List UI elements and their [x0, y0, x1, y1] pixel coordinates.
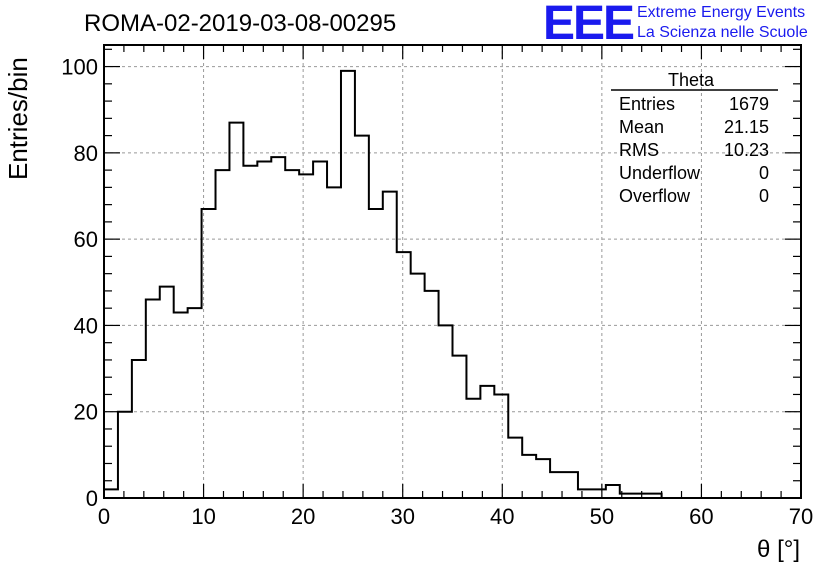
x-tick-label: 70: [789, 504, 813, 529]
y-tick-label: 40: [74, 313, 98, 338]
stats-value: 21.15: [723, 117, 769, 137]
y-axis-label: Entries/bin: [3, 57, 33, 180]
logo-text-line2: La Scienza nelle Scuole: [637, 24, 808, 41]
x-tick-label: 40: [490, 504, 514, 529]
x-axis-label: θ [°]: [757, 536, 800, 563]
y-tick-label: 20: [74, 400, 98, 425]
chart-title: ROMA-02-2019-03-08-00295: [84, 10, 397, 37]
stats-key: Overflow: [619, 186, 691, 206]
stats-value: 0: [758, 186, 769, 206]
x-tick-label: 60: [689, 504, 713, 529]
y-tick-label: 80: [74, 141, 98, 166]
stats-key: Entries: [619, 94, 676, 114]
stats-key: Mean: [619, 117, 665, 137]
stats-value: 10.23: [723, 140, 769, 160]
plot-frame: [103, 44, 802, 499]
y-tick-label: 60: [74, 227, 98, 252]
logo-text-line1: Extreme Energy Events: [637, 4, 806, 21]
x-tick-label: 10: [191, 504, 215, 529]
x-tick-label: 20: [291, 504, 315, 529]
stats-key: Underflow: [619, 163, 701, 183]
x-tick-label: 0: [98, 504, 110, 529]
eee-logo: EEE: [543, 0, 635, 50]
stats-value: 0: [758, 163, 769, 183]
histogram-series: [103, 69, 663, 498]
y-tick-label: 0: [86, 486, 98, 511]
stats-key: RMS: [619, 140, 659, 160]
stats-box-title: Theta: [668, 70, 715, 90]
x-tick-label: 50: [590, 504, 614, 529]
stats-value: 1679: [728, 94, 769, 114]
x-tick-label: 30: [390, 504, 414, 529]
y-tick-label: 100: [61, 55, 98, 80]
